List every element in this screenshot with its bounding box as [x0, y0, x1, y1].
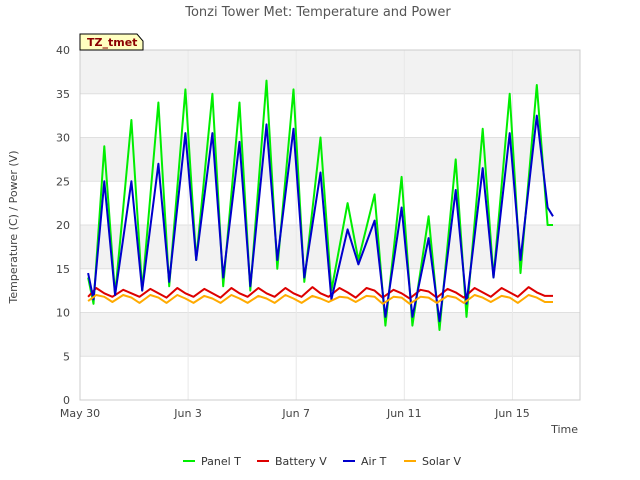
- plot-band: [80, 50, 580, 94]
- legend: Panel T Battery V Air T Solar V: [183, 455, 462, 468]
- plot-band: [80, 356, 580, 400]
- y-tick-label: 35: [56, 88, 70, 101]
- chart-badge: TZ_tmet: [79, 33, 144, 51]
- series-line-air-t: [87, 114, 554, 323]
- plot-band: [80, 312, 580, 357]
- x-tick-label: May 30: [60, 407, 100, 420]
- series-line-panel-t: [87, 79, 553, 331]
- y-axis-label: Temperature (C) / Power (V): [7, 150, 20, 304]
- badge-label: TZ_tmet: [87, 36, 137, 49]
- legend-label-air-t: Air T: [361, 455, 387, 468]
- series-line-battery-v: [87, 286, 553, 300]
- y-tick-label: 15: [56, 263, 70, 276]
- chart-title: Tonzi Tower Met: Temperature and Power: [184, 5, 451, 20]
- y-tick-label: 20: [56, 219, 70, 232]
- y-tick-label: 0: [63, 394, 70, 407]
- legend-label-solar-v: Solar V: [422, 455, 462, 468]
- y-tick-label: 25: [56, 175, 70, 188]
- legend-label-battery-v: Battery V: [275, 455, 327, 468]
- y-tick-label: 30: [56, 132, 70, 145]
- x-tick-label: Jun 7: [281, 407, 310, 420]
- y-tick-label: 5: [63, 350, 70, 363]
- x-axis-label: Time: [550, 423, 578, 436]
- y-tick-label: 10: [56, 307, 70, 320]
- plot-band: [80, 93, 580, 138]
- plot-frame: [79, 49, 581, 401]
- x-tick-label: Jun 15: [494, 407, 530, 420]
- legend-label-panel-t: Panel T: [201, 455, 241, 468]
- y-tick-label: 40: [56, 44, 70, 57]
- series-line-solar-v: [87, 294, 553, 305]
- x-tick-label: Jun 3: [173, 407, 202, 420]
- x-tick-label: Jun 11: [386, 407, 422, 420]
- plot-area: 0 5 10 15 20 25 30 35 40 May 30 Jun 3 Jun 7 Jun 11 Ju…: [56, 44, 581, 420]
